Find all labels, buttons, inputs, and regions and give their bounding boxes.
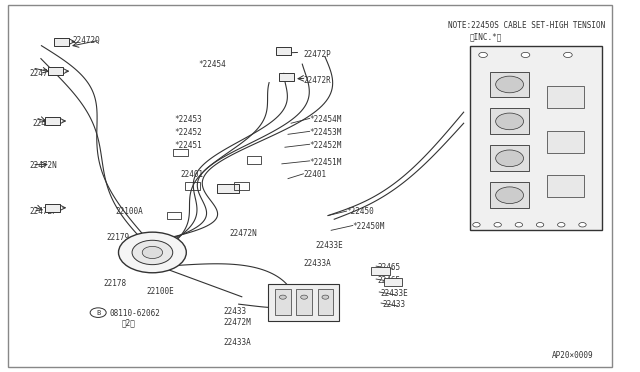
Bar	[173, 149, 188, 157]
Text: 08110-62062: 08110-62062	[109, 309, 160, 318]
Text: *22450M: *22450M	[353, 222, 385, 231]
Circle shape	[557, 222, 565, 227]
Circle shape	[495, 187, 524, 203]
Circle shape	[473, 222, 480, 227]
Text: 22472P: 22472P	[29, 207, 57, 217]
Bar	[45, 204, 60, 212]
Bar	[296, 289, 312, 315]
Text: B: B	[100, 309, 104, 318]
Text: *22451M: *22451M	[310, 157, 342, 167]
Text: 22465: 22465	[378, 263, 401, 272]
Text: 22179: 22179	[106, 233, 129, 242]
Bar	[470, 46, 602, 230]
Text: 22178: 22178	[103, 279, 126, 288]
Circle shape	[280, 295, 286, 299]
Bar	[217, 184, 239, 193]
Text: 22433E: 22433E	[380, 289, 408, 298]
Bar	[490, 109, 529, 134]
Bar	[246, 157, 262, 164]
Bar	[45, 117, 60, 125]
Circle shape	[515, 222, 523, 227]
Circle shape	[132, 240, 173, 264]
Bar	[490, 71, 529, 97]
Bar	[383, 278, 402, 286]
Text: （INC.*）: （INC.*）	[470, 32, 502, 41]
Circle shape	[118, 232, 186, 273]
Bar	[547, 175, 584, 197]
Circle shape	[564, 52, 572, 58]
Text: *22452M: *22452M	[310, 141, 342, 150]
Text: B: B	[96, 310, 100, 316]
Circle shape	[322, 295, 329, 299]
Bar	[185, 182, 200, 190]
Bar	[371, 267, 390, 275]
Text: *22450: *22450	[346, 207, 374, 217]
Text: （2）: （2）	[122, 319, 136, 328]
Text: *22453M: *22453M	[310, 128, 342, 137]
Circle shape	[495, 76, 524, 93]
Text: 22401: 22401	[180, 170, 204, 179]
Bar	[490, 182, 529, 208]
Text: 22472R: 22472R	[303, 76, 331, 85]
Text: 22472P: 22472P	[303, 51, 331, 60]
Circle shape	[495, 113, 524, 130]
Text: 22401: 22401	[303, 170, 326, 179]
Text: *22452: *22452	[174, 128, 202, 137]
Text: 22100E: 22100E	[146, 287, 174, 296]
Bar	[166, 212, 181, 219]
Text: *22451: *22451	[174, 141, 202, 150]
Text: *22454M: *22454M	[310, 115, 342, 124]
Circle shape	[301, 295, 308, 299]
Circle shape	[521, 52, 530, 58]
Circle shape	[479, 52, 488, 58]
Text: 22433: 22433	[382, 300, 405, 309]
Text: 22433A: 22433A	[303, 259, 331, 268]
Bar	[47, 67, 63, 75]
Text: 22465: 22465	[378, 276, 401, 285]
Circle shape	[90, 308, 106, 317]
Text: NOTE:22450S CABLE SET-HIGH TENSION: NOTE:22450S CABLE SET-HIGH TENSION	[448, 21, 605, 30]
Bar	[276, 47, 291, 55]
Bar	[547, 131, 584, 153]
Text: *22454: *22454	[198, 60, 227, 69]
Bar	[234, 182, 249, 190]
Text: 22433: 22433	[223, 307, 246, 316]
Bar	[275, 289, 291, 315]
Circle shape	[536, 222, 544, 227]
Text: 22472M: 22472M	[223, 318, 251, 327]
Text: 22472N: 22472N	[230, 230, 257, 238]
Text: 22433A: 22433A	[223, 339, 251, 347]
Text: 22472R: 22472R	[29, 69, 57, 78]
Text: 22433E: 22433E	[316, 241, 344, 250]
Bar	[490, 145, 529, 171]
Bar	[547, 86, 584, 109]
Text: *22453: *22453	[174, 115, 202, 124]
Circle shape	[494, 222, 501, 227]
Text: AP20×0009: AP20×0009	[552, 351, 593, 360]
Bar	[279, 73, 294, 81]
Bar	[317, 289, 333, 315]
Bar	[268, 284, 339, 321]
Circle shape	[142, 246, 163, 259]
Circle shape	[579, 222, 586, 227]
Text: 22472Q: 22472Q	[72, 36, 100, 45]
Text: 22472P: 22472P	[32, 119, 60, 128]
Text: 22100A: 22100A	[115, 207, 143, 217]
Bar	[54, 38, 69, 46]
Circle shape	[495, 150, 524, 167]
Text: 22472N: 22472N	[29, 161, 57, 170]
